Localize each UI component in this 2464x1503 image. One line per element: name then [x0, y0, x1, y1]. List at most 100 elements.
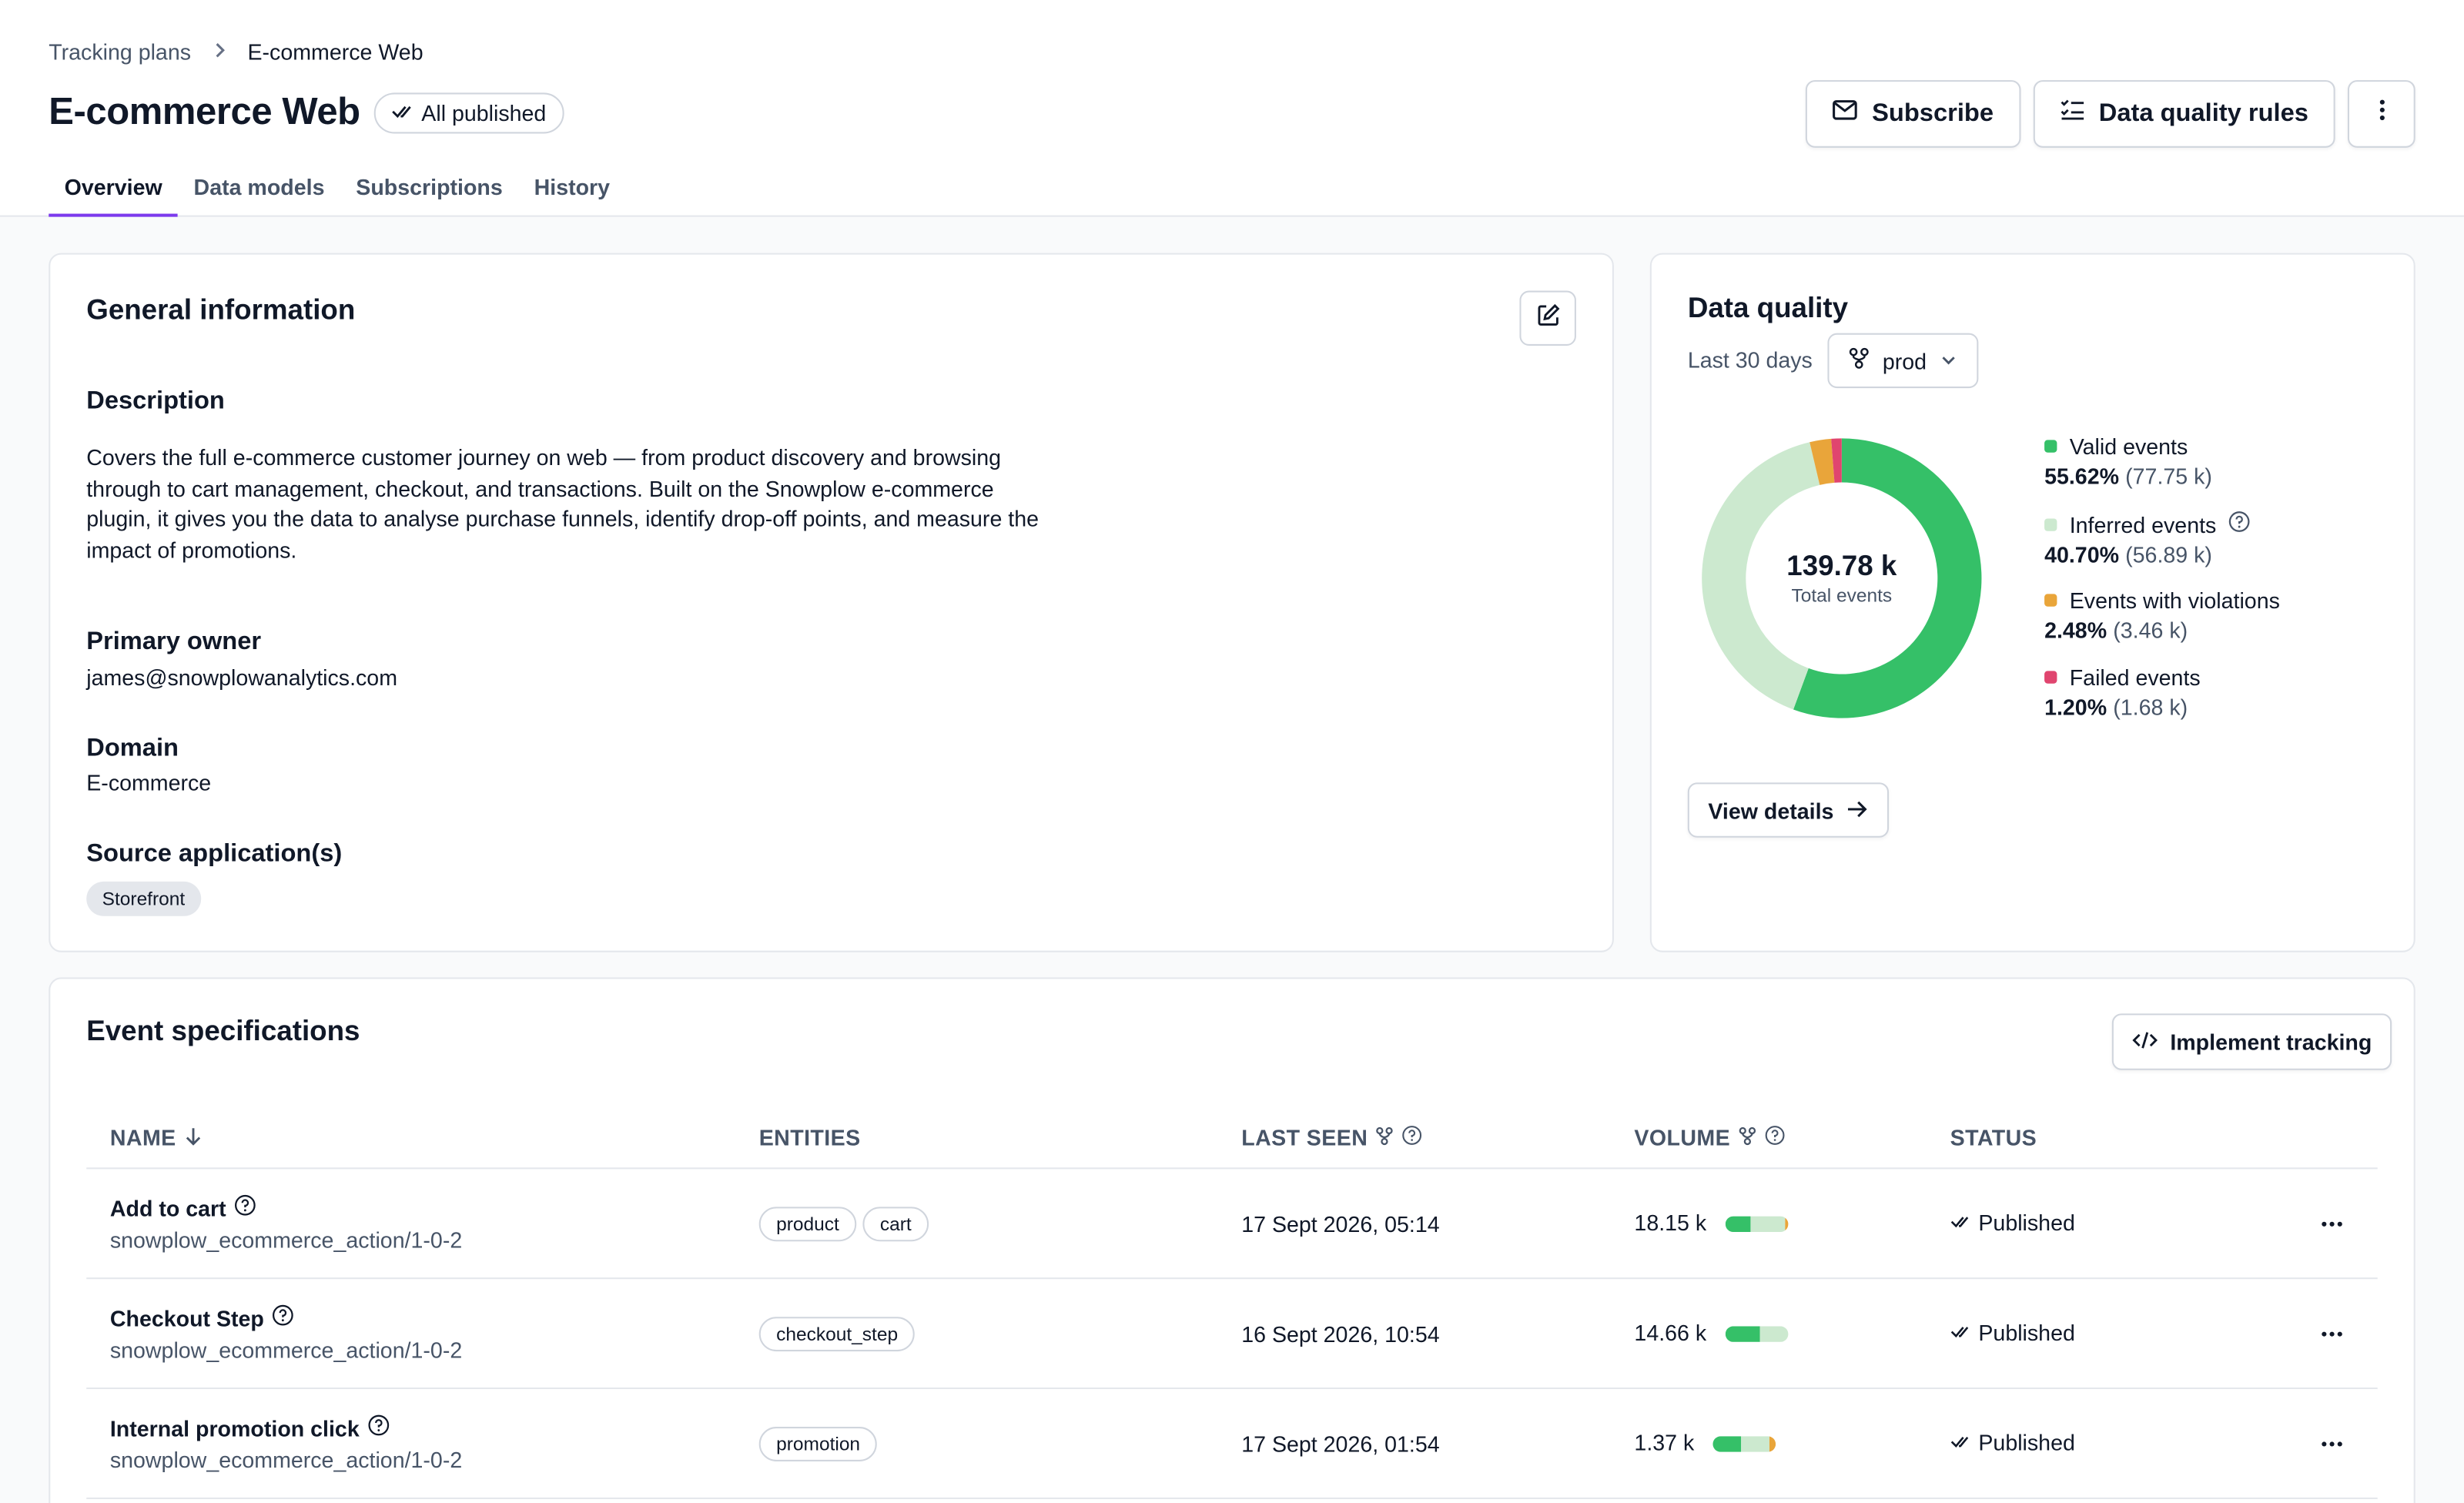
legend-label: Valid events: [2069, 433, 2188, 459]
chevron-right-icon: [210, 40, 229, 64]
help-icon[interactable]: [1402, 1125, 1423, 1150]
legend-percent: 55.62%: [2044, 464, 2119, 489]
help-icon[interactable]: [367, 1414, 390, 1441]
column-header-label: STATUS: [1950, 1125, 2037, 1150]
status-label: Published: [1978, 1430, 2075, 1455]
environment-select[interactable]: prod: [1827, 333, 1979, 389]
branch-icon: [1848, 347, 1870, 374]
event-schema: snowplow_ecommerce_action/1-0-2: [109, 1337, 463, 1363]
row-actions-button[interactable]: [2321, 1317, 2343, 1345]
checklist-icon: [2060, 99, 2085, 129]
volume-value: 1.37 k: [1634, 1430, 1695, 1455]
column-header-volume: VOLUME: [1634, 1125, 1785, 1150]
donut-slice-valid-events: [1793, 438, 1982, 718]
subscribe-button[interactable]: Subscribe: [1806, 80, 2020, 148]
event-name[interactable]: Internal promotion click: [109, 1414, 360, 1441]
edit-icon: [1536, 303, 1560, 334]
legend-percent: 1.20%: [2044, 695, 2107, 720]
volume-bar-segment: [1741, 1436, 1770, 1453]
legend-count: (56.89 k): [2125, 542, 2212, 567]
legend-percent: 2.48%: [2044, 618, 2107, 643]
tab-subscriptions[interactable]: Subscriptions: [356, 174, 503, 200]
event-name[interactable]: Checkout Step: [109, 1304, 264, 1331]
event-specifications-title: Event specifications: [86, 1015, 360, 1047]
source-application-chip: Storefront: [86, 881, 201, 916]
column-header-label: NAME: [109, 1125, 176, 1150]
volume-bar-segment: [1725, 1217, 1751, 1233]
legend-swatch: [2044, 671, 2057, 684]
branch-icon: [1738, 1125, 1756, 1150]
volume-bar-segment: [1725, 1327, 1760, 1343]
donut-slice-failed-events: [1831, 438, 1842, 483]
breadcrumb-tracking-plans[interactable]: Tracking plans: [49, 39, 192, 65]
status-label: Published: [1978, 1210, 2075, 1236]
tab-overview[interactable]: Overview: [49, 169, 179, 217]
help-icon[interactable]: [272, 1304, 294, 1331]
volume-bar: [1712, 1436, 1776, 1453]
arrow-down-icon: [184, 1125, 203, 1150]
implement-tracking-button[interactable]: Implement tracking: [2111, 1013, 2392, 1070]
row-actions-button[interactable]: [2321, 1427, 2343, 1455]
volume-bar: [1725, 1217, 1789, 1233]
data-quality-rules-label: Data quality rules: [2098, 99, 2308, 127]
double-check-icon: [1950, 1320, 1971, 1345]
environment-value: prod: [1882, 348, 1927, 373]
breadcrumb: Tracking plans E-commerce Web: [49, 39, 423, 65]
table-row[interactable]: Internal promotion click snowplow_ecomme…: [86, 1389, 2378, 1499]
data-quality-title: Data quality: [1687, 292, 1849, 324]
view-details-button[interactable]: View details: [1687, 782, 1889, 838]
double-check-icon: [1950, 1430, 1971, 1455]
entity-tag: checkout_step: [758, 1317, 916, 1352]
vertical-dots-icon: [2379, 99, 2385, 129]
column-header-entities: ENTITIES: [759, 1125, 861, 1150]
legend-count: (1.68 k): [2113, 695, 2188, 720]
view-details-label: View details: [1708, 797, 1834, 823]
column-header-label: ENTITIES: [758, 1125, 861, 1150]
legend-swatch: [2044, 440, 2057, 453]
implement-tracking-label: Implement tracking: [2170, 1029, 2372, 1055]
event-schema: snowplow_ecommerce_action/1-0-2: [109, 1227, 463, 1253]
entity-tag: promotion: [758, 1427, 878, 1461]
legend-inferred-events: Inferred events 40.70% (56.89 k): [2044, 510, 2251, 567]
legend-failed-events: Failed events 1.20% (1.68 k): [2044, 664, 2201, 720]
volume-value: 14.66 k: [1634, 1320, 1707, 1345]
help-icon[interactable]: [234, 1194, 256, 1221]
help-icon[interactable]: [1765, 1125, 1786, 1150]
row-actions-button[interactable]: [2321, 1207, 2343, 1235]
donut-slice-events-with-violations: [1810, 438, 1835, 485]
tab-bar: Overview Data models Subscriptions Histo…: [49, 169, 625, 217]
edit-button[interactable]: [1519, 290, 1576, 346]
legend-label: Failed events: [2069, 664, 2201, 690]
primary-owner-label: Primary owner: [86, 628, 262, 656]
tab-history[interactable]: History: [534, 174, 611, 200]
description-text: Covers the full e-commerce customer jour…: [86, 444, 1040, 563]
tab-data-models[interactable]: Data models: [193, 174, 325, 200]
more-options-button[interactable]: [2347, 80, 2415, 148]
primary-owner-value: james@snowplowanalytics.com: [86, 664, 398, 690]
event-name[interactable]: Add to cart: [109, 1195, 226, 1220]
publish-status-badge: All published: [374, 92, 564, 134]
column-header-last-seen: LAST SEEN: [1241, 1125, 1422, 1150]
volume-bar-segment: [1759, 1327, 1789, 1343]
column-header-name[interactable]: NAME: [110, 1125, 203, 1150]
mail-icon: [1833, 99, 1858, 129]
event-specifications-card: [49, 977, 2415, 1503]
last-seen-value: 17 Sept 2026, 05:14: [1241, 1211, 1440, 1237]
legend-valid-events: Valid events 55.62% (77.75 k): [2044, 433, 2212, 489]
table-row[interactable]: Add to cart snowplow_ecommerce_action/1-…: [86, 1169, 2378, 1280]
data-quality-rules-button[interactable]: Data quality rules: [2033, 80, 2335, 148]
source-applications-label: Source application(s): [86, 840, 343, 868]
description-label: Description: [86, 388, 225, 415]
help-icon[interactable]: [2229, 510, 2251, 537]
legend-count: (77.75 k): [2125, 464, 2212, 489]
code-icon: [2132, 1029, 2158, 1055]
volume-bar-segment: [1784, 1217, 1789, 1233]
volume-bar-segment: [1750, 1217, 1785, 1233]
page-header: Tracking plans E-commerce Web E-commerce…: [0, 0, 2464, 217]
legend-label: Inferred events: [2069, 511, 2217, 537]
table-row[interactable]: Checkout Step snowplow_ecommerce_action/…: [86, 1279, 2378, 1390]
last-seen-value: 17 Sept 2026, 01:54: [1241, 1431, 1440, 1457]
donut-center: 139.78 k Total events: [1747, 550, 1936, 606]
status-label: Published: [1978, 1320, 2075, 1345]
table-header-divider: [86, 1167, 2378, 1170]
